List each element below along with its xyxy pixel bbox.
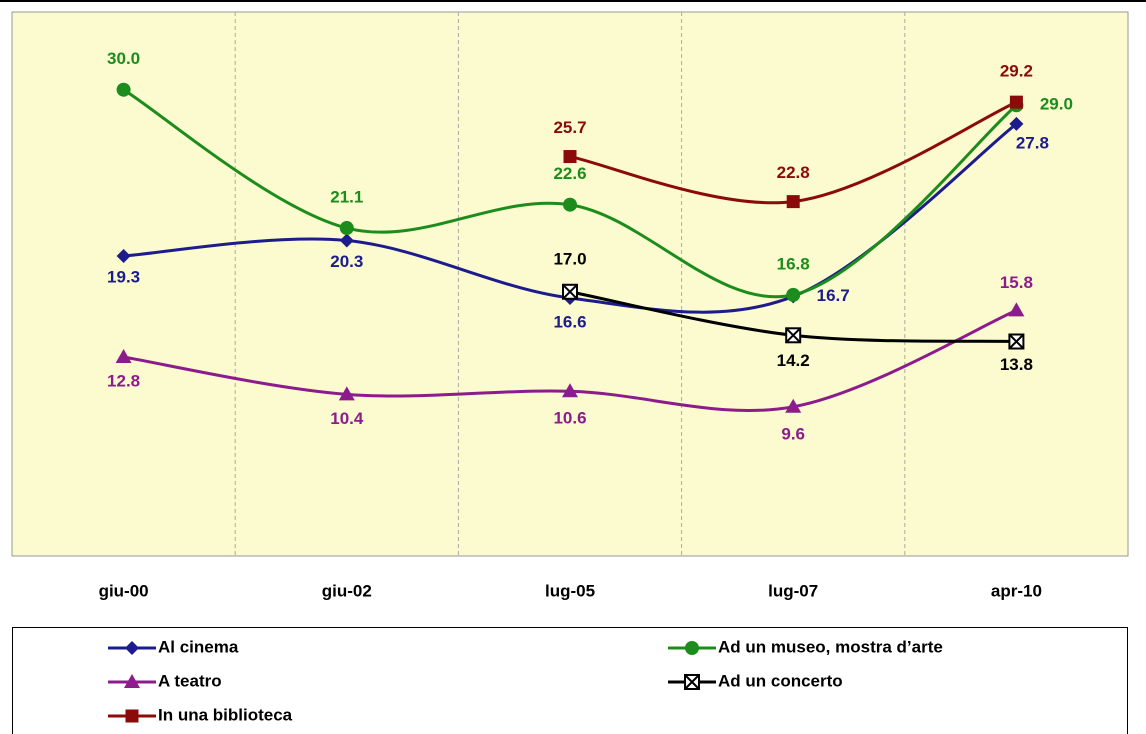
legend-label: In una biblioteca (158, 705, 293, 724)
marker (339, 233, 354, 248)
data-label: 16.7 (817, 286, 850, 305)
marker (125, 641, 139, 655)
marker (685, 641, 699, 655)
x-tick-label: giu-02 (322, 581, 372, 600)
marker (563, 197, 577, 212)
marker (125, 709, 139, 723)
marker (116, 249, 131, 264)
data-label: 10.4 (330, 409, 364, 428)
marker (562, 383, 578, 398)
x-tick-label: lug-05 (545, 581, 595, 600)
data-label: 15.8 (1000, 273, 1033, 292)
marker (339, 221, 354, 236)
data-label: 29.2 (1000, 62, 1033, 81)
marker-cross (1009, 334, 1024, 349)
marker (1008, 302, 1025, 317)
data-label: 22.8 (777, 163, 810, 182)
data-label: 14.2 (777, 351, 810, 370)
data-label: 10.6 (553, 409, 586, 428)
marker (786, 195, 800, 209)
marker-cross (685, 675, 699, 689)
data-label: 16.6 (553, 312, 586, 331)
x-tick-label: apr-10 (991, 581, 1042, 600)
data-label: 16.8 (777, 254, 810, 273)
data-label: 29.0 (1040, 95, 1073, 114)
data-label: 21.1 (330, 188, 363, 207)
x-tick-label: giu-00 (99, 581, 149, 600)
data-label: 27.8 (1016, 133, 1049, 152)
marker (562, 283, 578, 300)
data-label: 12.8 (107, 372, 140, 391)
marker (1009, 116, 1024, 131)
data-label: 9.6 (781, 424, 805, 443)
marker (563, 150, 577, 164)
data-label: 19.3 (107, 268, 140, 287)
x-tick-label: lug-07 (768, 581, 818, 600)
marker (1009, 95, 1023, 109)
legend-label: A teatro (158, 671, 222, 690)
data-label: 25.7 (553, 118, 586, 137)
marker-cross (786, 328, 800, 342)
legend-label: Ad un concerto (718, 671, 843, 690)
marker (785, 327, 802, 344)
marker-cross (563, 285, 577, 299)
legend-label: Ad un museo, mostra d’arte (718, 637, 943, 656)
marker (115, 349, 132, 364)
marker (1008, 333, 1025, 350)
marker (338, 386, 355, 401)
legend-box (12, 627, 1128, 734)
legend-label: Al cinema (158, 637, 239, 656)
marker (786, 287, 801, 302)
data-label: 30.0 (107, 49, 140, 68)
marker (785, 398, 802, 413)
data-label: 22.6 (553, 164, 586, 183)
data-label: 17.0 (553, 249, 586, 268)
marker (124, 674, 140, 688)
data-label: 20.3 (330, 252, 363, 271)
marker (684, 674, 700, 690)
marker (116, 82, 131, 97)
data-label: 13.8 (1000, 355, 1033, 374)
